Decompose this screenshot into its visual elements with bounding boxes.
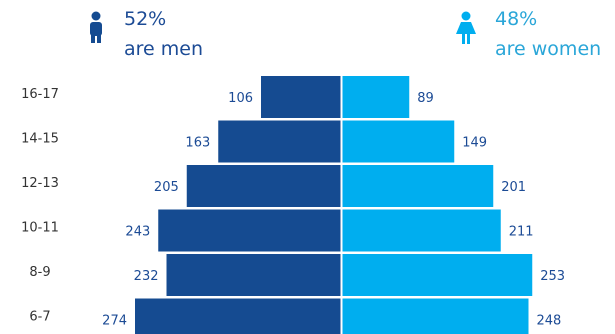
men-label: are men [124,38,204,60]
age-label-10-11: 10-11 [21,221,59,236]
female-person-icon [456,11,476,44]
bar-women-12-13 [342,165,494,207]
value-label-men-12-13: 205 [154,180,179,195]
age-label-12-13: 12-13 [21,176,59,191]
age-label-16-17: 16-17 [21,87,59,102]
bar-men-14-15 [218,120,341,163]
value-label-men-14-15: 163 [185,136,210,151]
value-label-men-10-11: 243 [125,225,150,240]
bar-women-6-7 [342,298,529,334]
value-label-women-12-13: 201 [501,180,526,195]
women-label: are women [495,38,602,60]
value-label-women-8-9: 253 [540,269,565,284]
value-label-men-8-9: 232 [134,269,159,284]
bar-women-10-11 [342,209,501,252]
bar-men-10-11 [158,209,341,252]
value-label-women-10-11: 211 [509,225,534,240]
male-person-icon [90,11,102,43]
value-label-men-16-17: 106 [228,91,253,106]
bar-women-16-17 [342,76,410,118]
bars-group: 106 89 16-17 163 149 14-15 205 201 12-13 243 211 10… [21,76,565,334]
age-label-8-9: 8-9 [29,265,50,280]
value-label-women-14-15: 149 [462,136,487,151]
age-label-14-15: 14-15 [21,132,59,147]
bar-men-8-9 [166,254,341,296]
men-percent: 52% [124,8,167,30]
men-stat: 52% are men [124,8,203,60]
women-percent: 48% [495,8,538,30]
bar-women-14-15 [342,120,455,163]
value-label-women-16-17: 89 [417,91,434,106]
bar-men-12-13 [186,165,341,207]
women-stat: 48% are women [495,8,601,60]
bar-men-6-7 [135,298,341,334]
age-label-6-7: 6-7 [29,310,50,325]
value-label-women-6-7: 248 [537,314,562,329]
value-label-men-6-7: 274 [102,314,127,329]
bar-women-8-9 [342,254,533,296]
bar-men-16-17 [261,76,341,118]
